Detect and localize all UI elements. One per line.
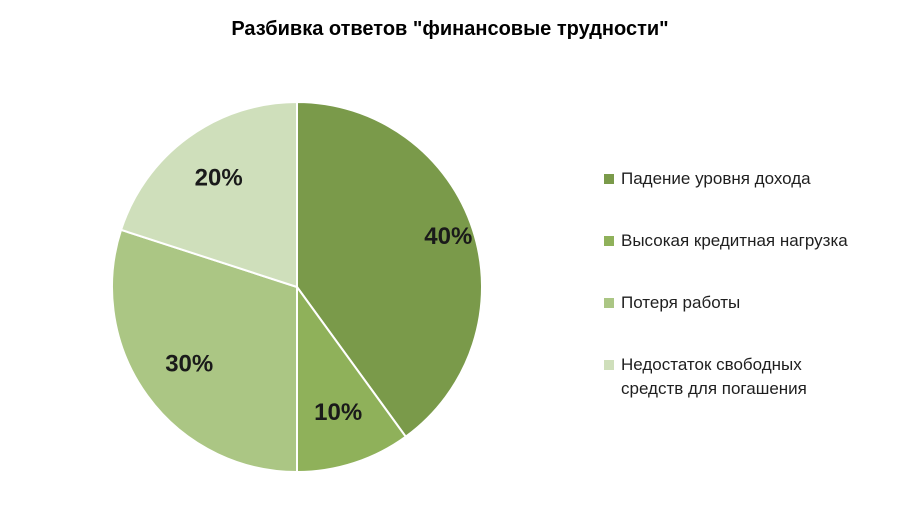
- legend-label: Потеря работы: [621, 293, 741, 312]
- legend-label: Падение уровня дохода: [621, 169, 811, 188]
- pie-slice: [296, 100, 483, 439]
- legend-item: Высокая кредитная нагрузка: [604, 229, 894, 253]
- legend-item: Потеря работы: [604, 291, 894, 315]
- pie-data-labels: 40% 10% 30% 20%: [165, 165, 472, 426]
- chart-title: Разбивка ответов "финансовые трудности": [231, 18, 669, 40]
- slice-data-label: 40%: [424, 223, 472, 250]
- legend-swatch: [604, 236, 614, 246]
- legend-swatch: [604, 174, 614, 184]
- pie-slice: [296, 283, 408, 474]
- slice-data-label: 30%: [165, 351, 213, 378]
- legend-swatch: [604, 360, 614, 370]
- slice-data-label: 20%: [195, 165, 243, 192]
- chart-legend: Падение уровня дохода Высокая кредитная н…: [604, 167, 894, 401]
- pie-slice: [111, 228, 298, 474]
- legend-item: Недостаток свободных средств для погашен…: [604, 353, 894, 401]
- legend-item: Падение уровня дохода: [604, 167, 894, 191]
- slice-data-label: 10%: [314, 399, 362, 426]
- pie-slices: [111, 100, 483, 474]
- legend-swatch: [604, 298, 614, 308]
- pie-slice: [119, 100, 298, 289]
- legend-label: Недостаток свободных средств для погашен…: [621, 355, 807, 398]
- legend-label: Высокая кредитная нагрузка: [621, 231, 848, 250]
